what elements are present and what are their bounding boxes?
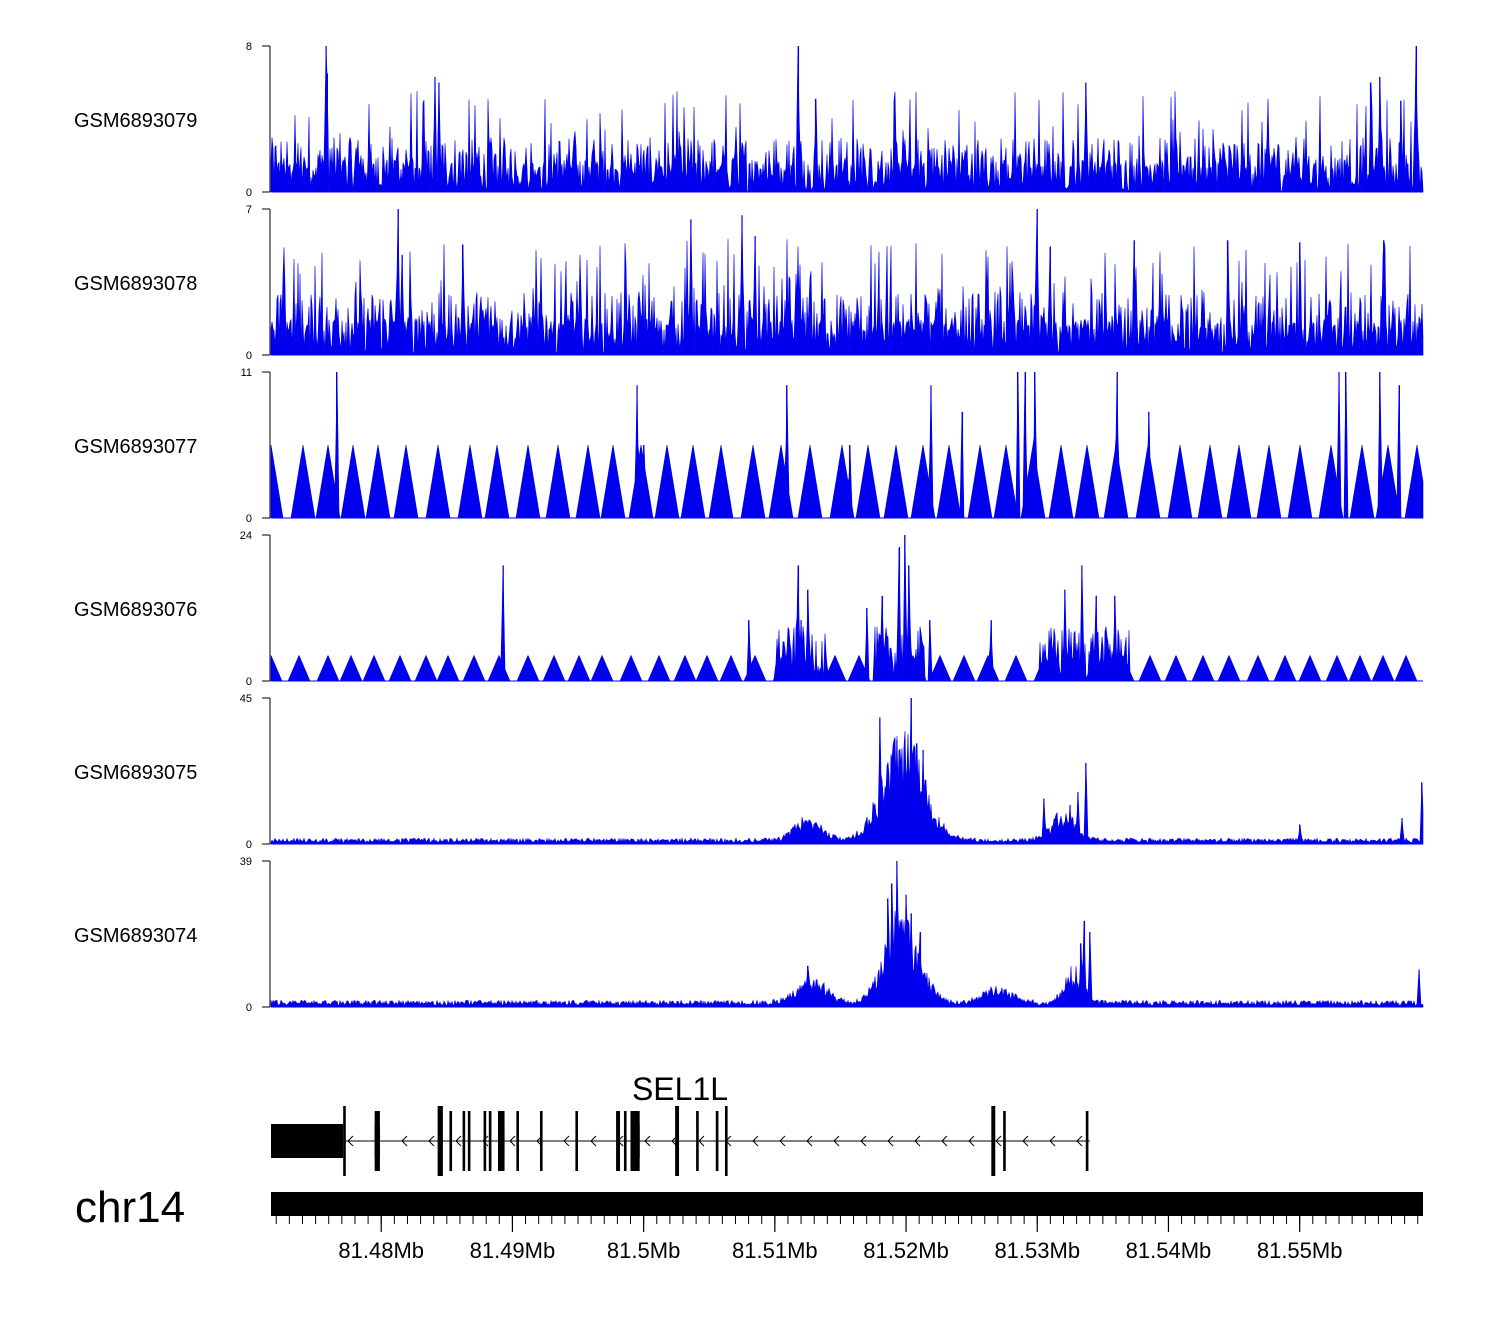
strand-chevron: [941, 1135, 948, 1147]
y-min-label: 0: [246, 839, 252, 851]
y-min-label: 0: [246, 350, 252, 362]
gene-coding-block: [630, 1124, 640, 1158]
track-label: GSM6893078: [74, 273, 197, 295]
gene-exon: [449, 1111, 453, 1171]
axis-tick-label: 81.51Mb: [732, 1238, 818, 1263]
strand-chevron: [995, 1135, 1002, 1147]
strand-chevron: [806, 1135, 813, 1147]
y-min-label: 0: [246, 676, 252, 688]
track-GSM6893077: GSM6893077 11 0: [74, 367, 1424, 525]
strand-chevron: [482, 1135, 489, 1147]
y-min-label: 0: [246, 1002, 252, 1014]
strand-chevron: [1076, 1135, 1083, 1147]
strand-chevron: [509, 1135, 516, 1147]
track-GSM6893078: GSM6893078 7 0: [74, 204, 1424, 362]
axis-tick-label: 81.5Mb: [607, 1238, 680, 1263]
strand-chevron: [401, 1135, 408, 1147]
gene-coding-block: [374, 1124, 380, 1158]
axis-tick-label: 81.53Mb: [994, 1238, 1080, 1263]
gene-exon: [991, 1106, 996, 1176]
chromosome-label: chr14: [75, 1183, 185, 1232]
strand-chevron: [779, 1135, 786, 1147]
gene-exon: [343, 1106, 346, 1176]
track-GSM6893074: GSM6893074 39 0: [74, 856, 1424, 1014]
gene-utr-block: [271, 1124, 344, 1158]
axis-tick-label: 81.52Mb: [863, 1238, 949, 1263]
y-max-label: 39: [240, 856, 252, 868]
gene-exon: [437, 1106, 443, 1176]
chromosome-axis: chr14 81.48Mb 81.49Mb 81.5Mb 81.51Mb 81.52Mb 8…: [75, 1183, 1423, 1263]
track-label: GSM6893074: [74, 925, 197, 947]
signal-area: [270, 534, 1423, 682]
track-label: GSM6893077: [74, 436, 197, 458]
strand-chevron: [347, 1135, 354, 1147]
gene-exon: [675, 1106, 680, 1176]
gene-exon: [616, 1111, 621, 1171]
signal-area: [270, 860, 1424, 1008]
axis-tick-label: 81.55Mb: [1257, 1238, 1343, 1263]
track-GSM6893076: GSM6893076 24 0: [74, 530, 1423, 688]
strand-chevron: [833, 1135, 840, 1147]
strand-chevron: [455, 1135, 462, 1147]
gene-model-SEL1L: SEL1L: [271, 1071, 1090, 1176]
gene-exon: [715, 1111, 719, 1171]
gene-exon: [1003, 1111, 1006, 1171]
signal-area: [270, 45, 1424, 193]
y-max-label: 11: [241, 367, 252, 379]
y-min-label: 0: [246, 187, 252, 199]
y-min-label: 0: [246, 513, 252, 525]
axis-tick-label: 81.49Mb: [470, 1238, 556, 1263]
track-GSM6893079: GSM6893079 8 0: [74, 41, 1424, 199]
gene-exon: [623, 1111, 627, 1171]
strand-chevron: [1049, 1135, 1056, 1147]
strand-chevron: [968, 1135, 975, 1147]
gene-exon: [488, 1111, 492, 1171]
track-label: GSM6893076: [74, 599, 197, 621]
signal-area: [270, 208, 1424, 356]
y-max-label: 8: [246, 41, 252, 53]
gene-exon: [724, 1106, 728, 1176]
strand-chevron: [590, 1135, 597, 1147]
gene-exon: [483, 1111, 487, 1171]
y-max-label: 24: [240, 530, 252, 542]
gene-exon: [467, 1111, 471, 1171]
track-label: GSM6893079: [74, 110, 197, 132]
strand-chevron: [887, 1135, 894, 1147]
gene-exon: [1085, 1111, 1089, 1171]
gene-exon: [516, 1111, 519, 1171]
gene-exon: [462, 1111, 466, 1171]
track-GSM6893075: GSM6893075 45 0: [74, 693, 1424, 851]
gene-coding-block: [497, 1124, 505, 1158]
strand-chevron: [698, 1135, 705, 1147]
track-label: GSM6893075: [74, 762, 197, 784]
signal-area: [270, 371, 1424, 519]
strand-chevron: [860, 1135, 867, 1147]
axis-tick-label: 81.54Mb: [1126, 1238, 1212, 1263]
y-max-label: 7: [246, 204, 252, 216]
chromosome-bar: [271, 1192, 1423, 1216]
strand-chevron: [1022, 1135, 1029, 1147]
y-max-label: 45: [240, 693, 252, 705]
strand-chevron: [752, 1135, 759, 1147]
gene-exon: [539, 1111, 543, 1171]
gene-exon: [696, 1111, 699, 1171]
gene-exon: [575, 1111, 579, 1171]
strand-chevron: [428, 1135, 435, 1147]
strand-chevron: [644, 1135, 651, 1147]
strand-chevron: [563, 1135, 570, 1147]
signal-area: [270, 697, 1424, 845]
strand-chevron: [914, 1135, 921, 1147]
gene-label: SEL1L: [632, 1071, 728, 1107]
axis-tick-label: 81.48Mb: [338, 1238, 424, 1263]
